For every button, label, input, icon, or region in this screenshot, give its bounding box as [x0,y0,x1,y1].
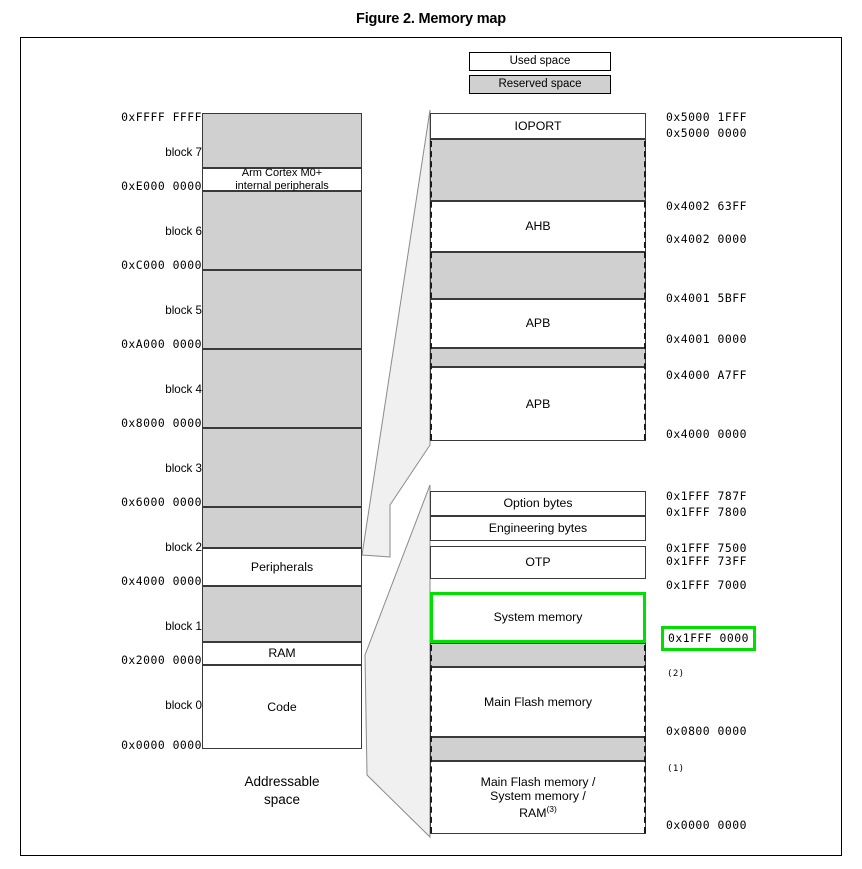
addr-label-08000000: 0x0800 0000 [666,724,747,738]
code-region-otp: OTP [430,546,646,579]
addr-label-50000000: 0x5000 0000 [666,126,747,140]
peripherals-region-reserved-2 [430,252,646,299]
peripherals-region-apb-lower: APB [430,367,646,441]
addr-label-1fff0000: 0x1FFF 0000 [661,626,756,651]
addr-space-region-reserved-b3 [202,428,362,507]
addr-label-1fff73ff: 0x1FFF 73FF [666,554,747,568]
addr-label-50001fff: 0x5000 1FFF [666,110,747,124]
legend-reserved-space: Reserved space [469,75,611,94]
addr-label-60000000: 0x6000 0000 [121,495,202,509]
addr-label-4000a7ff: 0x4000 A7FF [666,368,747,382]
arm-peripherals-line2: internal peripherals [235,179,329,192]
addr-label-c0000000: 0xC000 0000 [121,258,202,272]
addr-label-40020000: 0x4002 0000 [666,232,747,246]
addr-space-region-peripherals: Peripherals [202,548,362,586]
peripherals-region-reserved-3 [430,348,646,367]
block-label-7: block 7 [165,146,202,159]
peripherals-region-ahb: AHB [430,201,646,252]
addr-label-20000000: 0x2000 0000 [121,653,202,667]
aliased-line1: Main Flash memory / [480,774,596,789]
addr-label-ffffffff: 0xFFFF FFFF [121,110,202,124]
addressable-space-caption: Addressable space [182,773,382,809]
addr-space-region-reserved-b6 [202,191,362,270]
addr-label-a0000000: 0xA000 0000 [121,337,202,351]
addr-label-400263ff: 0x4002 63FF [666,199,747,213]
code-region-reserved-2 [430,737,646,761]
addr-label-1fff7800: 0x1FFF 7800 [666,505,747,519]
block-label-5: block 5 [165,304,202,317]
addr-space-region-code: Code [202,665,362,749]
code-region-system-memory: System memory [430,592,646,643]
apb-lower-label: APB [525,396,551,411]
block-label-0: block 0 [165,699,202,712]
addr-space-region-arm-peripherals: Arm Cortex M0+ internal peripherals [202,166,362,192]
addr-label-40010000: 0x4001 0000 [666,332,747,346]
peripherals-label: Peripherals [250,559,314,574]
addr-space-region-reserved-b7 [202,113,362,168]
code-label: Code [267,699,297,714]
legend-used-space: Used space [469,52,611,71]
engineering-bytes-label: Engineering bytes [488,521,588,536]
aliased-line2: System memory / [490,789,586,804]
addr-label-40000000: 0x4000 0000 [666,427,747,441]
caption-line1: Addressable [244,774,320,789]
caption-line2: space [263,792,301,808]
addr-space-region-reserved-b1 [202,586,362,642]
dashed-edge-right-code [644,645,646,833]
code-region-reserved-1 [430,643,646,667]
addr-label-80000000: 0x8000 0000 [121,416,202,430]
aliased-line3: RAM(3) [519,803,557,820]
addr-label-00000000-right: 0x0000 0000 [666,818,747,832]
block-label-3: block 3 [165,462,202,475]
addr-space-region-reserved-b2 [202,507,362,548]
addr-label-1fff787f: 0x1FFF 787F [666,489,747,503]
arm-peripherals-line1: Arm Cortex M0+ [241,166,323,179]
apb-upper-label: APB [525,316,551,331]
ioport-label: IOPORT [514,118,562,133]
figure-title: Figure 2. Memory map [356,11,506,27]
code-region-main-flash: Main Flash memory [430,667,646,737]
peripherals-region-reserved-1 [430,139,646,201]
peripherals-region-apb-upper: APB [430,299,646,348]
addr-label-1fff7500: 0x1FFF 7500 [666,541,747,555]
addr-label-40000000: 0x4000 0000 [121,574,202,588]
system-memory-label: System memory [493,610,583,625]
dashed-edge-left-code [430,645,432,833]
block-label-4: block 4 [165,383,202,396]
block-label-2: block 2 [165,541,202,554]
code-region-option-bytes: Option bytes [430,491,646,516]
ahb-label: AHB [525,219,551,234]
block-label-1: block 1 [165,620,202,633]
addr-space-region-reserved-b5 [202,270,362,349]
ram-label: RAM [268,646,296,661]
dashed-edge-right-periph [644,141,646,440]
addr-label-00000000-left: 0x0000 0000 [121,738,202,752]
dashed-edge-left-periph [430,141,432,440]
footnote-marker-1: (1) [667,764,685,774]
main-flash-label: Main Flash memory [484,694,592,709]
addr-label-1fff7000: 0x1FFF 7000 [666,578,747,592]
block-label-6: block 6 [165,225,202,238]
aliased-footnote-marker: (3) [546,803,557,814]
addr-label-40015bff: 0x4001 5BFF [666,291,747,305]
otp-label: OTP [525,555,551,570]
footnote-marker-2: (2) [667,669,685,679]
option-bytes-label: Option bytes [503,496,573,511]
addr-space-region-reserved-b4 [202,349,362,428]
code-region-aliased: Main Flash memory / System memory / RAM(… [430,761,646,834]
addr-space-region-ram: RAM [202,642,362,665]
peripherals-region-ioport: IOPORT [430,113,646,139]
addr-label-e0000000: 0xE000 0000 [121,179,202,193]
code-region-engineering-bytes: Engineering bytes [430,516,646,541]
